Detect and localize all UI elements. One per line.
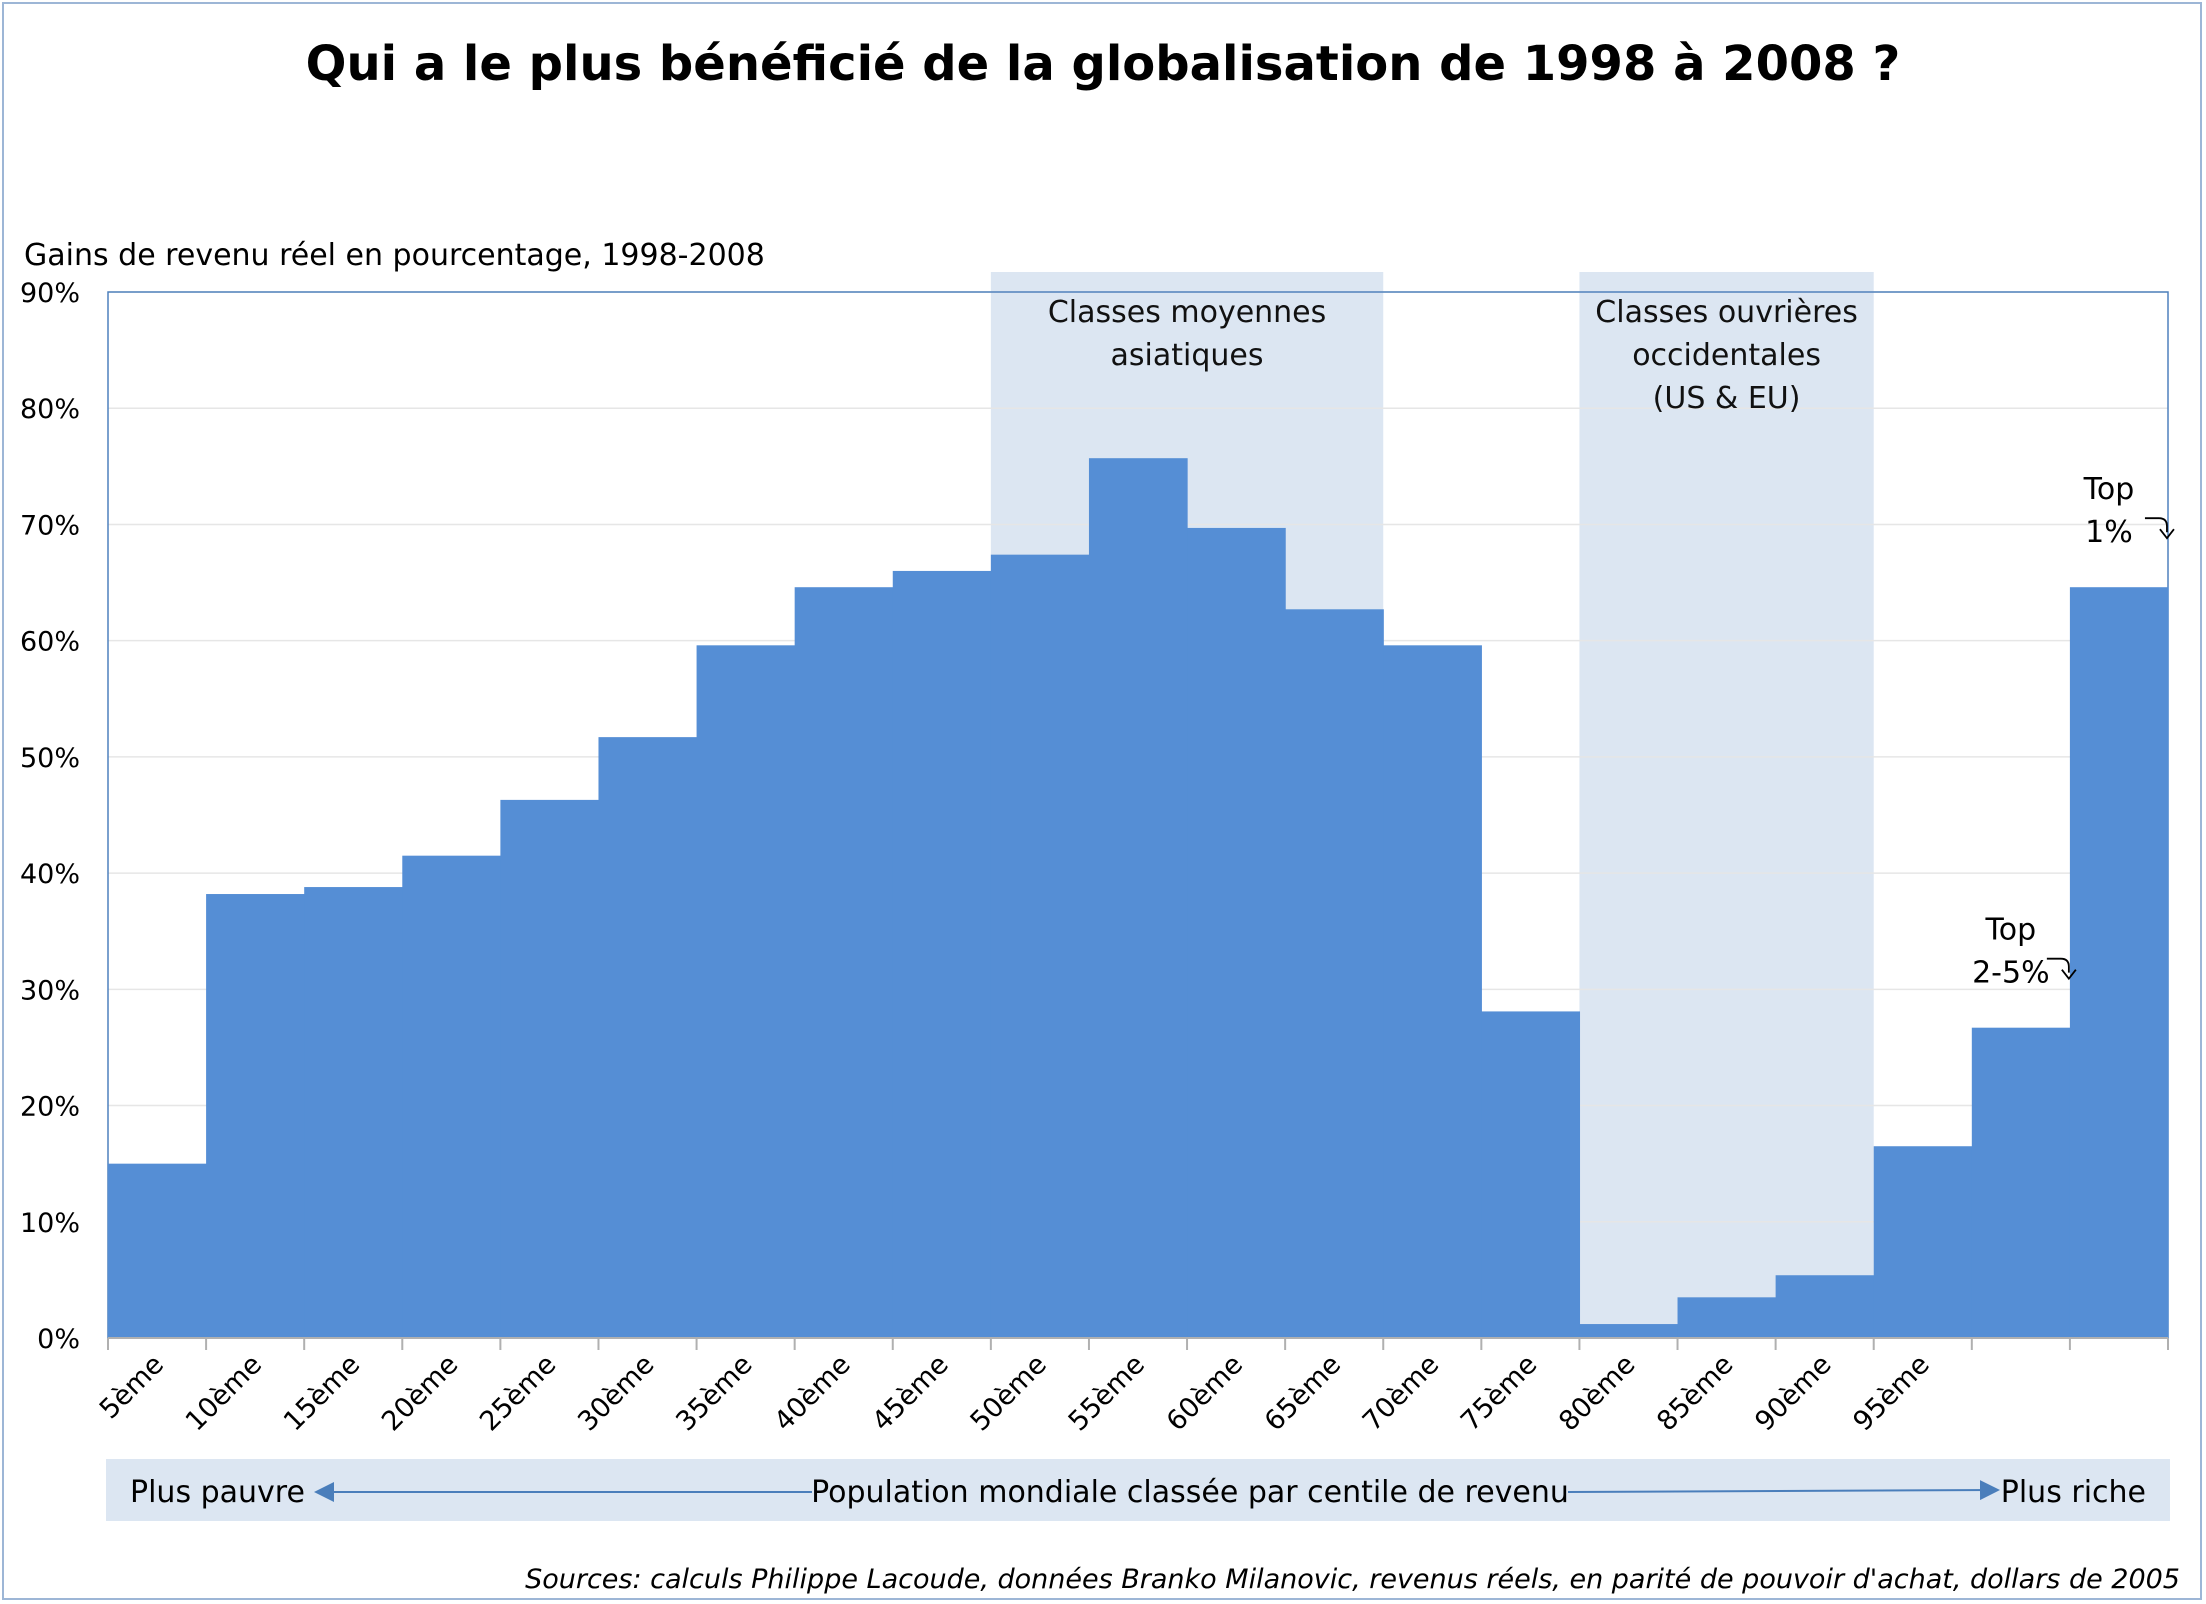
bar-7	[696, 645, 796, 1338]
bar-19	[1873, 1146, 1973, 1338]
annotations: Top 2-5% Top 1%	[1972, 472, 2175, 991]
x-tick-label: 50ème	[965, 1349, 1053, 1437]
y-tick-label: 0%	[37, 1324, 80, 1355]
bottom-left-label: Plus pauvre	[130, 1475, 305, 1510]
y-tick-label: 20%	[20, 1092, 80, 1123]
bar-14	[1383, 645, 1482, 1338]
annotation-2-line: 1%	[2085, 515, 2133, 550]
x-tick-label: 85ème	[1651, 1349, 1739, 1437]
y-tick-label: 90%	[20, 278, 80, 309]
bar-3	[304, 887, 403, 1338]
bar-20	[1971, 1027, 2071, 1338]
y-axis-label: Gains de revenu réel en pourcentage, 199…	[24, 238, 765, 273]
bar-6	[598, 737, 698, 1338]
band-labels: Classes moyennes asiatiques Classes ouvriè…	[1048, 295, 1858, 416]
x-tick-label: 90ème	[1749, 1349, 1837, 1437]
curved-arrow-icon	[2046, 957, 2070, 973]
y-tick-label: 30%	[20, 975, 80, 1006]
bar-11	[1088, 458, 1188, 1339]
x-tick-label: 35ème	[670, 1349, 758, 1437]
bar-4	[402, 855, 501, 1338]
bottom-axis-banner: Plus pauvre Population mondiale classée …	[106, 1459, 2170, 1521]
band-label-2: Classes ouvrières	[1595, 295, 1858, 330]
x-tick-label: 70ème	[1357, 1349, 1445, 1437]
x-tick-label: 45ème	[866, 1349, 954, 1437]
chart-title: Qui a le plus bénéficié de la globalisat…	[306, 36, 1901, 92]
arrow-right	[1567, 1480, 2000, 1501]
bar-1	[108, 1163, 207, 1338]
curved-arrow-head-icon	[2159, 528, 2175, 540]
y-tick-label: 40%	[20, 859, 80, 890]
bars	[107, 458, 2169, 1350]
bottom-right-label: Plus riche	[2001, 1475, 2146, 1510]
x-axis-ticks: 5ème 10ème 15ème 20ème 25ème 30ème 35ème 40ème 4…	[94, 1349, 1936, 1437]
bar-16	[1579, 1324, 1679, 1338]
x-tick-label: 25ème	[474, 1349, 562, 1437]
y-tick-label: 80%	[20, 394, 80, 425]
highlight-band-2	[1579, 272, 1874, 1338]
source-note: Sources: calculs Philippe Lacoude, donné…	[525, 1564, 2180, 1595]
x-tick-label: 65ème	[1259, 1349, 1347, 1437]
bar-18	[1775, 1275, 1875, 1338]
bar-13	[1285, 609, 1384, 1338]
bar-2	[206, 894, 305, 1338]
annotation-2-line: Top	[2083, 472, 2135, 507]
y-tick-label: 70%	[20, 510, 80, 541]
bar-9	[892, 570, 992, 1338]
bar-15	[1481, 1011, 1581, 1338]
x-tick-label: 5ème	[94, 1349, 170, 1425]
y-tick-label: 50%	[20, 743, 80, 774]
x-tick-label: 15ème	[278, 1349, 366, 1437]
annotation-1-line: 2-5%	[1972, 956, 2050, 991]
x-tick-label: 75ème	[1455, 1349, 1543, 1437]
x-tick-label: 30ème	[572, 1349, 660, 1437]
curved-arrow-head-icon	[2061, 969, 2077, 981]
band-label-2: occidentales	[1632, 338, 1821, 373]
bar-12	[1187, 527, 1286, 1338]
bar-17	[1677, 1297, 1777, 1338]
bar-21	[2069, 587, 2169, 1338]
bar-5	[500, 799, 600, 1338]
x-tick-label: 10ème	[180, 1349, 268, 1437]
annotation-1-line: Top	[1985, 913, 2037, 948]
y-tick-label: 60%	[20, 627, 80, 658]
x-tick-label: 20ème	[376, 1349, 464, 1437]
bar-8	[794, 587, 894, 1338]
x-tick-label: 60ème	[1161, 1349, 1249, 1437]
y-tick-label: 10%	[20, 1208, 80, 1239]
bottom-center-label: Population mondiale classée par centile …	[811, 1475, 1569, 1510]
curved-arrow-icon	[2144, 517, 2168, 533]
y-axis-ticks: 0% 10% 20% 30% 40% 50% 60% 70% 80% 90%	[20, 278, 80, 1355]
bar-10	[990, 554, 1090, 1338]
band-label-1: Classes moyennes	[1048, 295, 1326, 330]
x-tick-label: 80ème	[1553, 1349, 1641, 1437]
band-label-1: asiatiques	[1111, 338, 1264, 373]
x-tick-label: 55ème	[1063, 1349, 1151, 1437]
x-tick-label: 40ème	[768, 1349, 856, 1437]
x-tick-label: 95ème	[1847, 1349, 1935, 1437]
band-label-2: (US & EU)	[1653, 381, 1801, 416]
